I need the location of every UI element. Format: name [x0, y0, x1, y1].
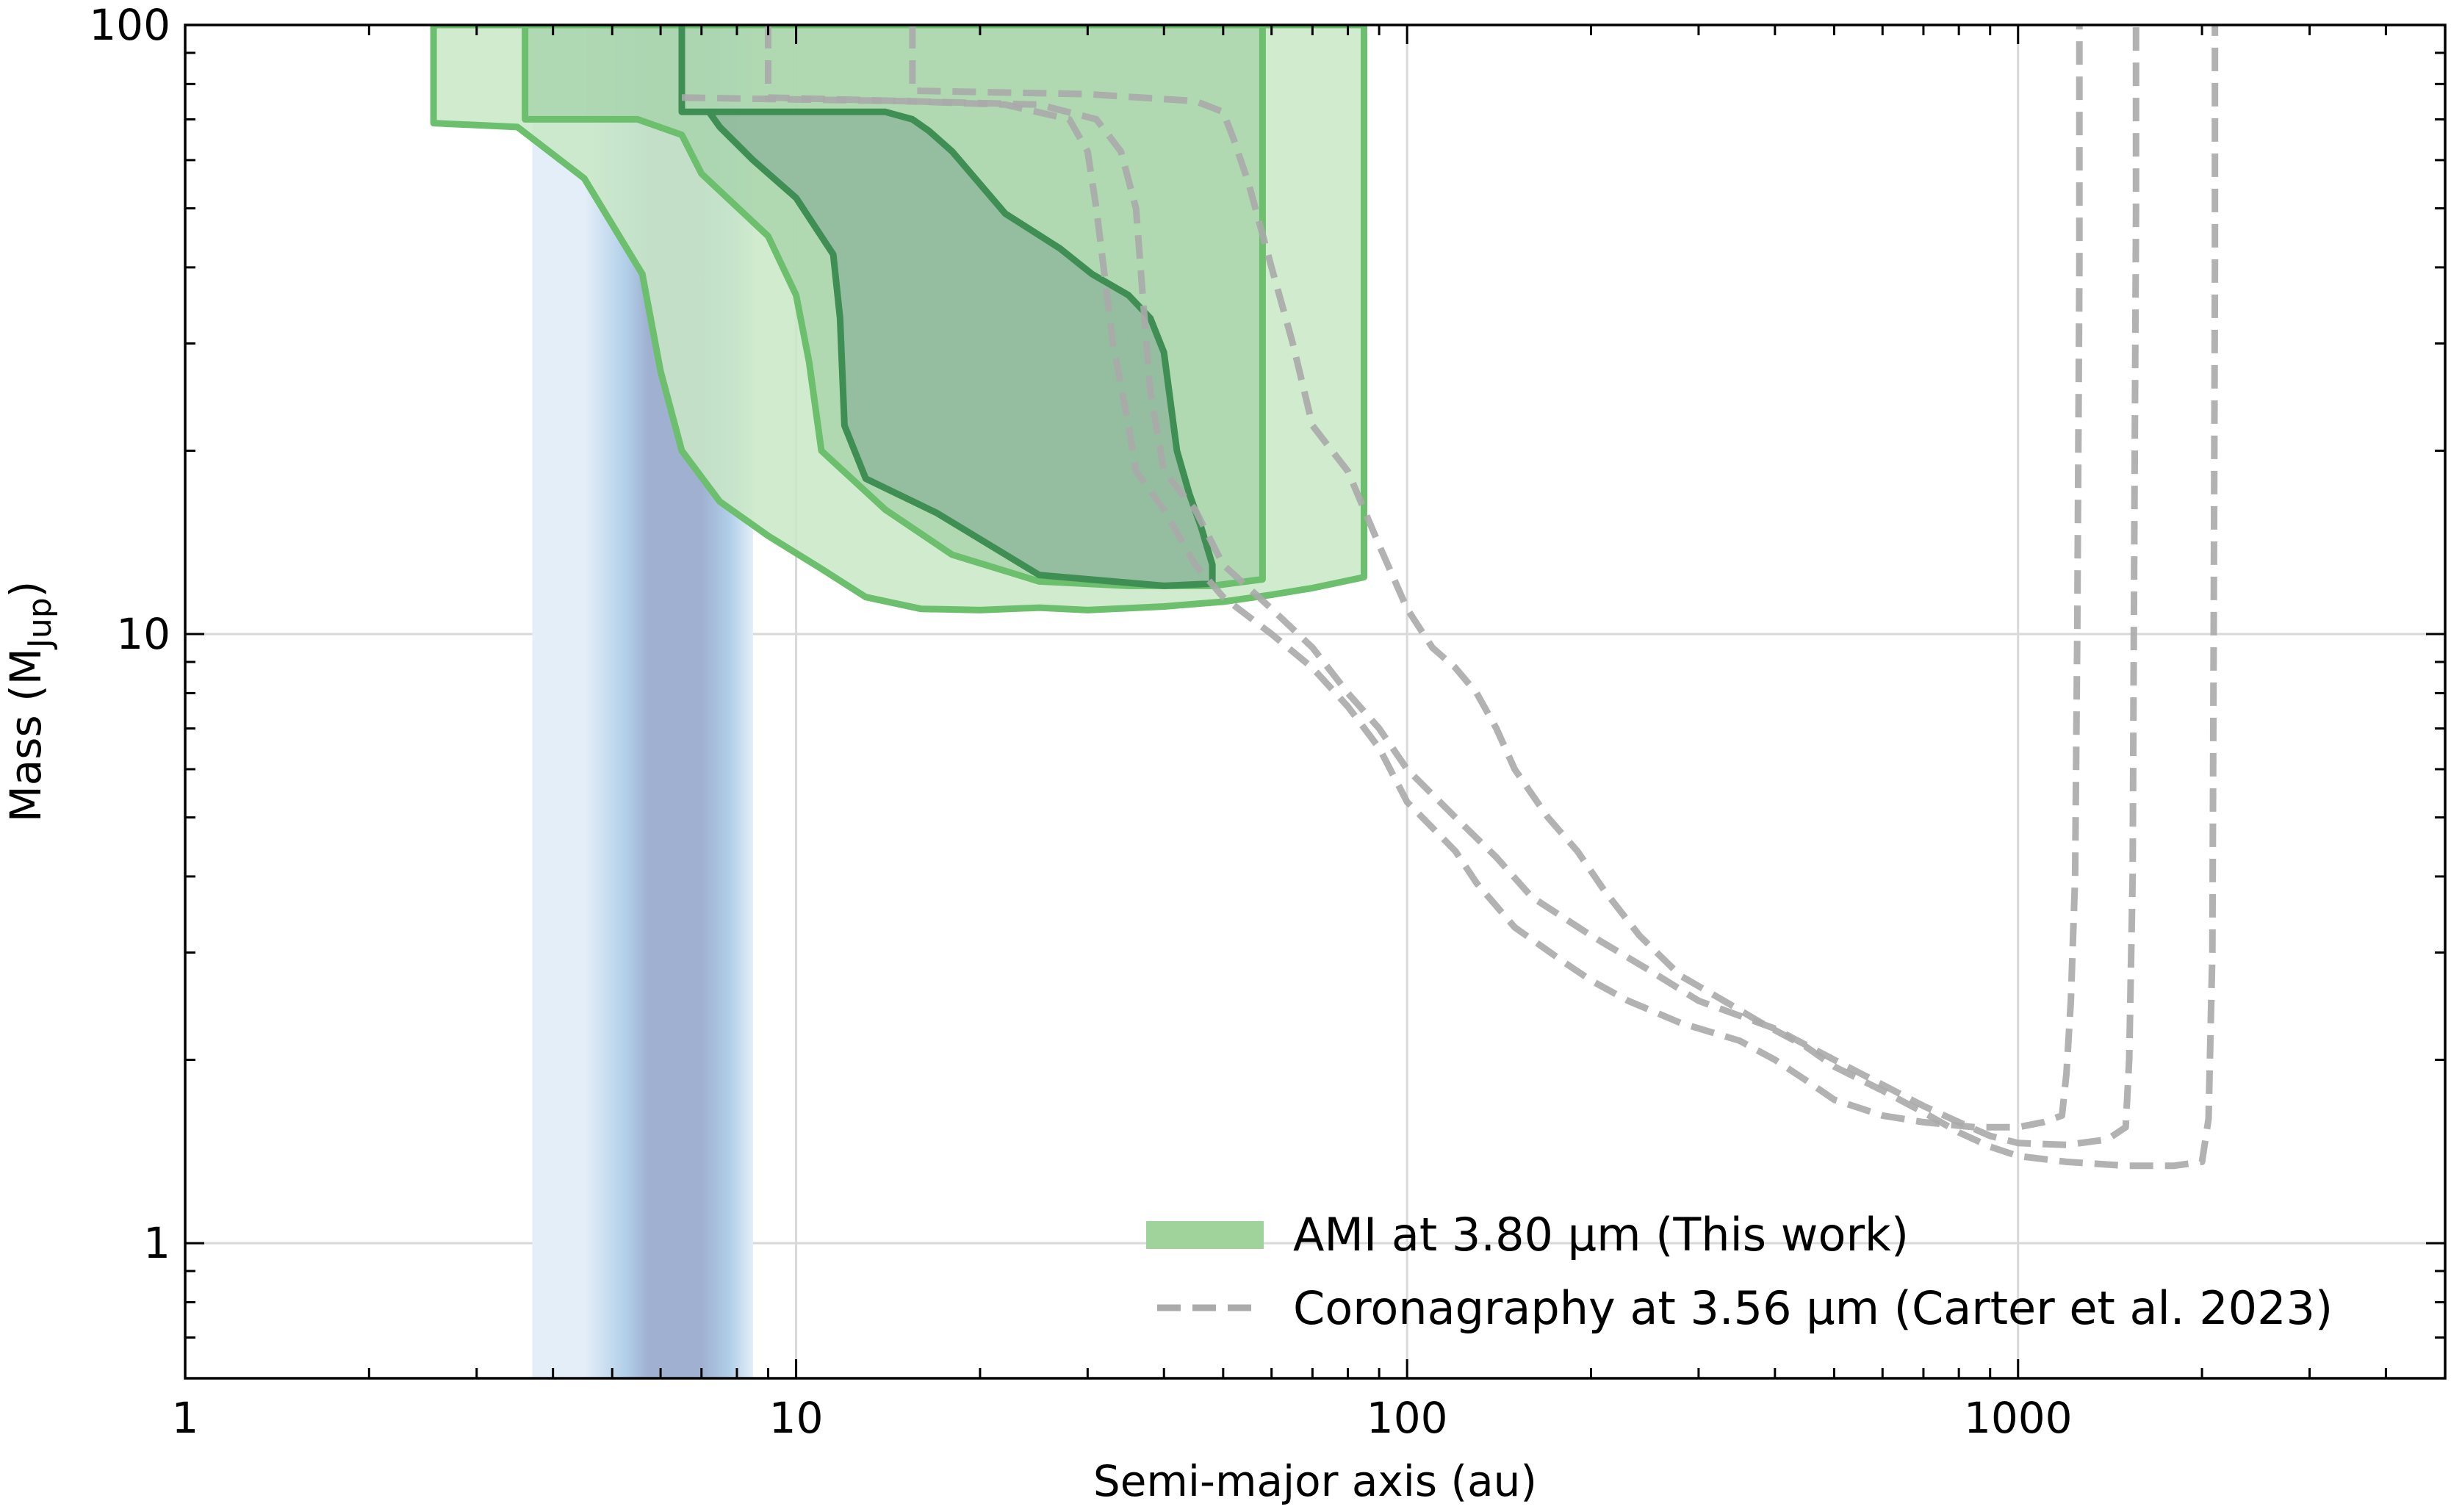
ami-contour-inner — [678, 25, 1216, 589]
axis-ticks — [184, 25, 2447, 1380]
x-tick-label: 10 — [769, 1393, 824, 1443]
y-axis-label-main: Mass (M — [1, 648, 51, 822]
x-tick-label: 1 — [172, 1393, 199, 1443]
y-tick-label: 100 — [89, 0, 170, 50]
y-axis-label: Mass (MJup) — [1, 581, 59, 823]
y-tick-label: 1 — [143, 1218, 170, 1268]
x-axis-label: Semi-major axis (au) — [1093, 1456, 1537, 1506]
plot-area — [430, 25, 2219, 1378]
coronagraphy-curve-1 — [681, 25, 2083, 1131]
ami-contours — [430, 25, 1367, 613]
coronagraphy-curve-3 — [909, 25, 2219, 1170]
x-tick-labels: 1 10 100 1000 — [172, 1393, 2073, 1443]
coronagraphy-curve-2 — [765, 25, 2139, 1148]
legend-coronagraphy-label: Coronagraphy at 3.56 μm (Carter et al. 2… — [1293, 1281, 2333, 1335]
y-axis-label-sub: Jup — [21, 597, 59, 650]
x-tick-label: 1000 — [1964, 1393, 2073, 1443]
legend: AMI at 3.80 μm (This work) Coronagraphy … — [1146, 1208, 2333, 1335]
axes-frame — [184, 24, 2447, 1380]
y-axis-label-end: ) — [1, 581, 51, 598]
legend-ami-label: AMI at 3.80 μm (This work) — [1293, 1208, 1909, 1261]
y-tick-labels: 1 10 100 — [89, 0, 170, 1268]
legend-ami-patch — [1146, 1221, 1264, 1249]
y-tick-label: 10 — [116, 609, 170, 659]
coronagraphy-curves — [681, 25, 2219, 1170]
x-tick-label: 100 — [1367, 1393, 1448, 1443]
